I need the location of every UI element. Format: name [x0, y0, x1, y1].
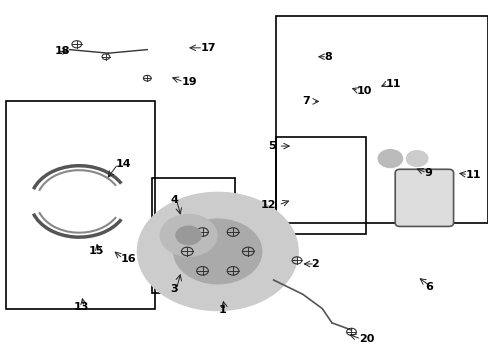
Text: 9: 9 — [424, 168, 431, 178]
Text: 13: 13 — [74, 302, 89, 312]
Circle shape — [377, 150, 402, 167]
Text: 10: 10 — [356, 86, 371, 96]
Text: 1: 1 — [218, 305, 226, 315]
Text: 20: 20 — [358, 334, 373, 344]
Bar — [6, 102, 154, 309]
Text: 11: 11 — [385, 78, 400, 89]
Text: 3: 3 — [170, 284, 178, 294]
Circle shape — [137, 193, 297, 310]
Text: 17: 17 — [201, 43, 216, 53]
Text: 12: 12 — [260, 200, 276, 210]
Text: 19: 19 — [181, 77, 197, 87]
Text: 11: 11 — [465, 170, 480, 180]
Text: 5: 5 — [268, 141, 276, 151]
Bar — [276, 16, 487, 223]
Circle shape — [173, 219, 262, 284]
Text: 15: 15 — [88, 247, 103, 256]
Text: 6: 6 — [425, 282, 432, 292]
Text: 8: 8 — [324, 52, 332, 62]
Text: 18: 18 — [55, 46, 70, 57]
Text: 14: 14 — [116, 159, 131, 169]
FancyBboxPatch shape — [394, 169, 453, 226]
Text: 16: 16 — [120, 253, 136, 264]
Circle shape — [406, 151, 427, 166]
Bar — [152, 178, 234, 293]
Circle shape — [176, 226, 201, 245]
Text: 7: 7 — [302, 96, 309, 107]
Text: 2: 2 — [311, 259, 319, 269]
Circle shape — [160, 215, 216, 256]
Bar — [276, 137, 366, 234]
Text: 4: 4 — [170, 195, 178, 204]
